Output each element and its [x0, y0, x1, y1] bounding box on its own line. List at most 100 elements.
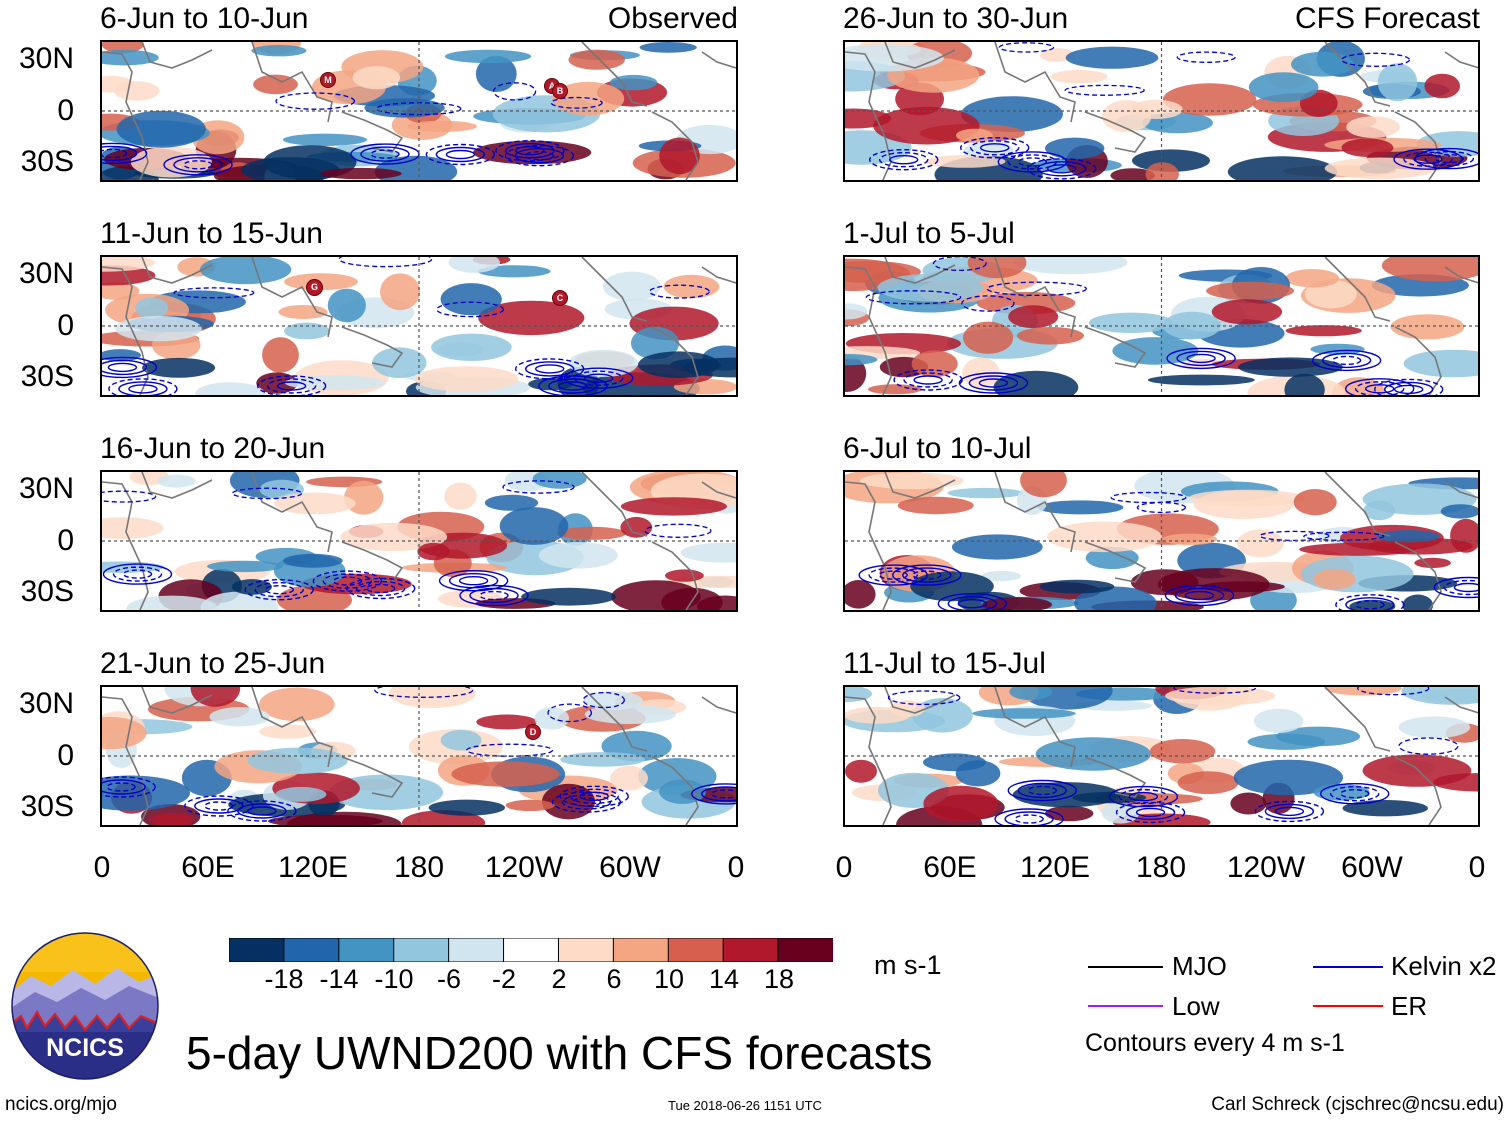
kelvin-contours [102, 687, 736, 822]
colorbar-label-6: 6 [606, 964, 622, 994]
panel-title-obs-4: 21-Jun to 25-Jun [100, 647, 326, 680]
map-panel-fcst-1 [843, 40, 1480, 182]
colorbar-swatch [338, 937, 395, 963]
credit: Carl Schreck (cjschrec@ncsu.edu) [1211, 1094, 1504, 1115]
figure-title: 5-day UWND200 with CFS forecasts [186, 1027, 933, 1079]
storm-marker-d: D [525, 724, 541, 740]
map-panel-obs-4 [100, 685, 738, 827]
lon-label-fcst-60w: 60W [1341, 851, 1403, 884]
panel-title-fcst-4: 11-Jul to 15-Jul [843, 647, 1046, 680]
coastlines [845, 472, 1478, 610]
colorbar-swatch [228, 937, 285, 963]
legend-label-mjo: MJO [1172, 951, 1227, 981]
coastlines [845, 257, 1478, 395]
legend-contour-note: Contours every 4 m s-1 [1085, 1029, 1345, 1057]
lon-label-obs-120w: 120W [484, 851, 564, 884]
legend-line-er [1313, 1005, 1383, 1007]
coastlines [102, 472, 736, 610]
lat-30s-1: 30S [20, 145, 74, 178]
colorbar-swatch [777, 937, 835, 963]
colorbar-swatch [667, 937, 725, 963]
coastlines [845, 687, 1478, 825]
colorbar-label-18: 18 [763, 964, 795, 994]
lon-label-obs-60e: 60E [181, 851, 235, 884]
kelvin-contours [869, 42, 1478, 180]
map-panel-fcst-2 [843, 255, 1480, 397]
observed-header: Observed [607, 2, 738, 35]
storm-marker-c: C [552, 290, 568, 306]
lon-label-obs-0-end: 0 [727, 851, 745, 884]
colorbar-label-m18: -18 [264, 964, 304, 994]
lat-30n-2: 30N [18, 257, 74, 290]
kelvin-contours [887, 687, 1459, 825]
legend-label-low: Low [1172, 991, 1220, 1021]
storm-marker-b: B [552, 83, 568, 99]
colorbar-swatch [393, 937, 450, 963]
map-panel-fcst-3 [843, 470, 1480, 612]
colorbar-label-10: 10 [653, 964, 685, 994]
colorbar-swatch [557, 937, 615, 963]
site-url: ncics.org/mjo [5, 1094, 117, 1115]
kelvin-contours [102, 257, 710, 395]
lon-label-fcst-0: 0 [835, 851, 853, 884]
lat-30n-3: 30N [18, 472, 74, 505]
panel-title-fcst-1: 26-Jun to 30-Jun [843, 2, 1069, 35]
kelvin-contours [865, 257, 1444, 395]
map-panel-obs-1 [100, 40, 738, 182]
lon-label-fcst-180: 180 [1135, 851, 1187, 884]
colorbar-swatch [503, 937, 560, 963]
legend-line-low [1088, 1005, 1163, 1007]
lat-30s-2: 30S [20, 360, 74, 393]
colorbar-swatch [283, 937, 340, 963]
panel-title-obs-2: 11-Jun to 15-Jun [100, 217, 323, 250]
lon-label-fcst-120w: 120W [1226, 851, 1306, 884]
lon-label-obs-120e: 120E [277, 851, 349, 884]
legend-line-kelvin [1313, 966, 1383, 968]
panel-title-fcst-2: 1-Jul to 5-Jul [843, 217, 1015, 250]
lon-label-obs-60w: 60W [599, 851, 661, 884]
lat-eq-1: 0 [57, 94, 74, 127]
map-panel-obs-2 [100, 255, 738, 397]
legend-label-er: ER [1391, 991, 1428, 1021]
coastlines [102, 257, 736, 395]
lon-label-obs-0: 0 [93, 851, 111, 884]
lat-30s-3: 30S [20, 575, 74, 608]
forecast-header: CFS Forecast [1294, 2, 1480, 35]
coastlines [102, 687, 736, 825]
anomaly-shading [102, 687, 736, 825]
ncics-logo: NCICS [11, 932, 159, 1080]
timestamp: Tue 2018-06-26 1151 UTC [668, 1098, 822, 1113]
anomaly-shading [845, 472, 1478, 610]
lat-eq-3: 0 [57, 524, 74, 557]
panel-title-obs-1: 6-Jun to 10-Jun [100, 2, 309, 35]
lat-30n-1: 30N [18, 42, 74, 75]
lon-label-fcst-60e: 60E [923, 851, 977, 884]
lat-30s-4: 30S [20, 790, 74, 823]
anomaly-shading [102, 472, 736, 610]
map-panel-obs-3 [100, 470, 738, 612]
ncics-logo-text: NCICS [46, 1034, 124, 1062]
coastlines [102, 42, 736, 180]
panel-title-obs-3: 16-Jun to 20-Jun [100, 432, 326, 465]
panel-title-fcst-3: 6-Jul to 10-Jul [843, 432, 1032, 465]
lat-eq-2: 0 [57, 309, 74, 342]
colorbar-label-m14: -14 [319, 964, 359, 994]
legend-label-kelvin: Kelvin x2 [1391, 951, 1497, 981]
lon-label-fcst-120e: 120E [1019, 851, 1091, 884]
colorbar-units: m s-1 [874, 950, 942, 980]
storm-marker-m: M [320, 72, 336, 88]
colorbar-swatch [722, 937, 780, 963]
colorbar-swatch [612, 937, 670, 963]
kelvin-contours [102, 480, 712, 607]
colorbar-label-m2: -2 [491, 964, 516, 994]
lat-30n-4: 30N [18, 687, 74, 720]
colorbar-label-m10: -10 [374, 964, 414, 994]
map-panel-fcst-4 [843, 685, 1480, 827]
kelvin-contours [858, 491, 1478, 610]
lat-eq-4: 0 [57, 739, 74, 772]
lon-label-obs-180: 180 [393, 851, 445, 884]
lon-label-fcst-0-end: 0 [1468, 851, 1486, 884]
legend-line-mjo [1088, 966, 1163, 968]
colorbar-label-14: 14 [708, 964, 740, 994]
colorbar [228, 937, 835, 963]
